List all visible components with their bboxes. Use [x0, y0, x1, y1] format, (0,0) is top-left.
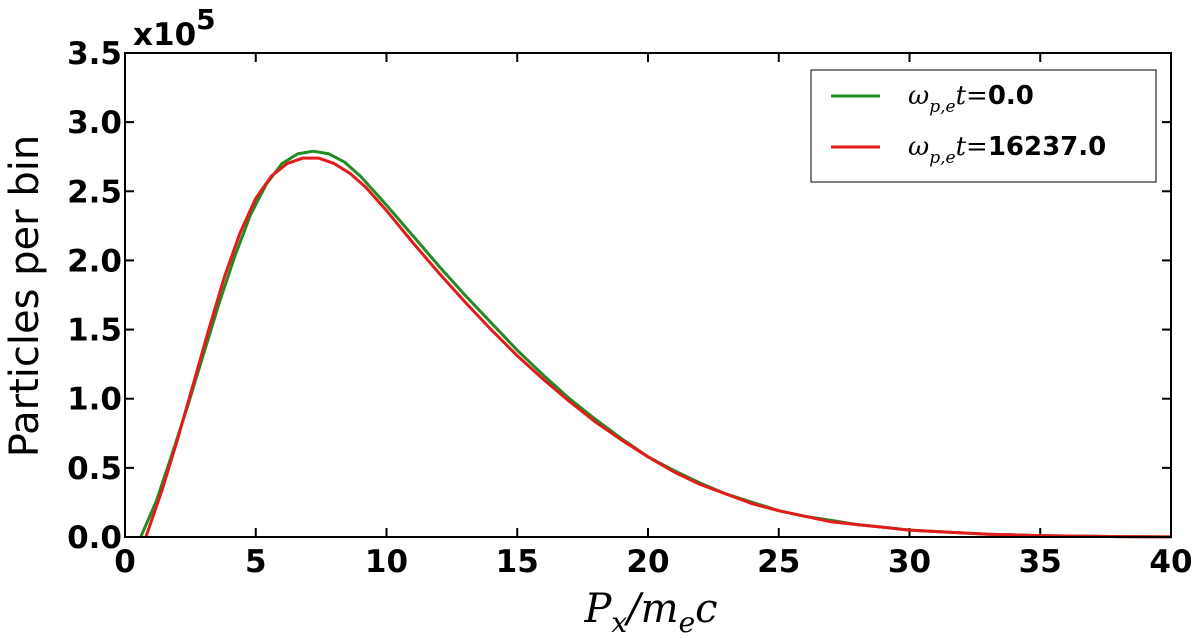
y-tick-label: 2.5 — [67, 174, 122, 210]
x-tick-label: 40 — [1149, 544, 1192, 580]
legend-label-0-eq: = — [966, 81, 988, 111]
legend: ωp,et=0.0 ωp,et=16237.0 — [810, 69, 1157, 183]
legend-label-1-sub: p,e — [929, 148, 955, 168]
legend-label-1: ωp,et=16237.0 — [908, 132, 1106, 168]
x-tick-label: 10 — [365, 544, 408, 580]
legend-label-0-value: 0.0 — [988, 81, 1034, 111]
legend-label-1-omega: ω — [908, 132, 929, 162]
x-axis-label-sub1: x — [611, 606, 627, 638]
legend-box — [810, 69, 1157, 183]
x-axis-label-end: c — [695, 586, 717, 632]
plot-frame — [124, 52, 1172, 538]
y-tick-label: 3.0 — [67, 105, 122, 141]
x-tick-label: 25 — [757, 544, 800, 580]
legend-label-1-value: 16237.0 — [988, 132, 1106, 162]
x-axis-label-mid: /m — [623, 586, 678, 632]
x-axis-label-sub2: e — [679, 606, 696, 638]
x-tick-label: 30 — [888, 544, 931, 580]
legend-label-0: ωp,et=0.0 — [908, 81, 1034, 117]
y-multiplier-exponent: 5 — [196, 3, 215, 36]
x-axis-label: Px/mec — [583, 586, 717, 638]
y-tick-label: 1.5 — [67, 313, 122, 349]
y-tick-label: 0.0 — [67, 520, 122, 556]
y-axis-label: Particles per bin — [2, 135, 48, 457]
x-tick-label: 20 — [626, 544, 669, 580]
x-axis-label-base: P — [583, 586, 612, 632]
series-layer — [139, 149, 1172, 539]
x-tick-label: 15 — [496, 544, 539, 580]
x-axis-ticks: 0 5 10 15 20 25 30 35 40 — [114, 53, 1193, 580]
y-multiplier-base: x10 — [133, 17, 196, 53]
y-tick-label: 1.0 — [67, 382, 122, 418]
y-multiplier: x105 — [133, 3, 216, 53]
series-line-1 — [144, 156, 1172, 539]
y-tick-label: 3.5 — [67, 36, 122, 72]
x-tick-label: 0 — [114, 544, 136, 580]
legend-label-1-eq: = — [966, 132, 988, 162]
legend-label-1-t: t — [956, 132, 967, 162]
legend-label-0-omega: ω — [908, 81, 929, 111]
x-tick-label: 5 — [245, 544, 267, 580]
y-tick-label: 0.5 — [67, 451, 122, 487]
y-axis-ticks: 0.0 0.5 1.0 1.5 2.0 2.5 3.0 3.5 — [67, 36, 1171, 556]
legend-label-0-t: t — [956, 81, 967, 111]
x-tick-label: 35 — [1019, 544, 1062, 580]
y-tick-label: 2.0 — [67, 243, 122, 279]
legend-label-0-sub: p,e — [929, 97, 955, 117]
